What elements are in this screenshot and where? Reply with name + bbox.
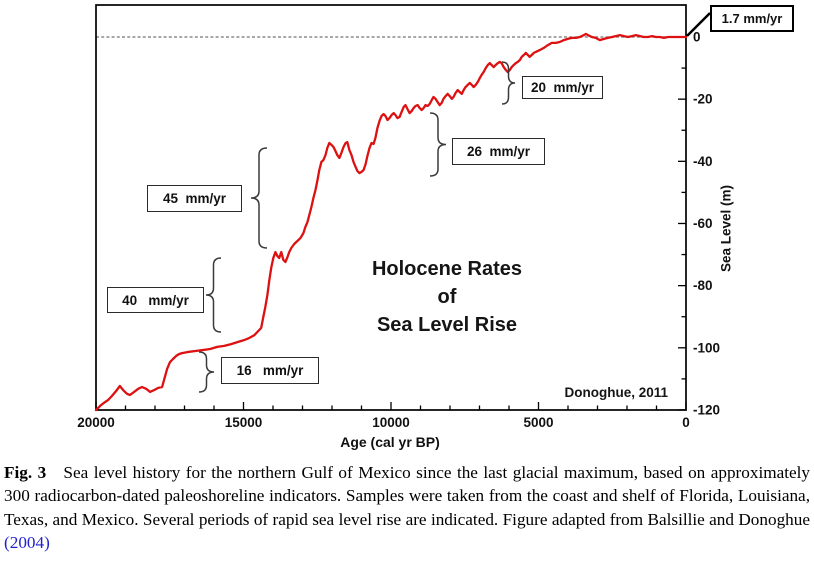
x-tick-label: 20000 [77, 415, 115, 430]
plot-title-line-2: of [437, 286, 457, 308]
plot-title-line-1: Holocene Rates [371, 258, 523, 280]
y-tick-label: -20 [693, 92, 713, 107]
y-tick-label: -80 [693, 278, 713, 293]
figure-caption: Fig. 3 Sea level history for the norther… [4, 461, 810, 555]
y-tick-label: -60 [693, 216, 713, 231]
sea-level-chart: 20000 15000 10000 5000 0 0 -20 -40 -60 -80 -100 -12… [77, 4, 794, 450]
plot-border [95, 4, 687, 411]
rate-box-modern: 1.7 mm/yr [710, 5, 794, 32]
y-tick-label: -120 [693, 402, 720, 417]
caption-text: Sea level history for the northern Gulf … [4, 463, 810, 529]
figure-label: Fig. 3 [4, 463, 47, 482]
x-tick-label: 0 [682, 415, 690, 430]
plot-title: Holocene Rates of Sea Level Rise [327, 255, 567, 339]
citation-link-2004[interactable]: (2004) [4, 533, 50, 553]
x-tick-label: 5000 [523, 415, 553, 430]
y-tick-label: 0 [693, 30, 701, 45]
brace [429, 112, 447, 177]
caption-gap [46, 463, 63, 482]
brace [205, 257, 222, 333]
rate-box-20mm: 20 mm/yr [522, 76, 603, 99]
y-axis-title: Sea Level (m) [718, 184, 734, 272]
x-tick-label: 15000 [225, 415, 263, 430]
brace [198, 351, 215, 393]
y-tick-label: -40 [693, 154, 713, 169]
chart-canvas: 20000 15000 10000 5000 0 0 -20 -40 -60 -80 -100 -12… [77, 4, 720, 430]
x-axis-title: Age (cal yr BP) [340, 434, 440, 450]
modern-rate-leader [686, 12, 711, 37]
rate-box-16mm: 16 mm/yr [221, 357, 319, 384]
rate-box-40mm: 40 mm/yr [107, 287, 204, 313]
rate-box-26mm: 26 mm/yr [452, 138, 545, 165]
credit-text: Donoghue, 2011 [564, 385, 668, 400]
x-tick-label: 10000 [372, 415, 410, 430]
brace [250, 147, 268, 249]
rate-box-45mm: 45 mm/yr [147, 185, 242, 212]
brace [501, 61, 516, 105]
plot-title-line-3: Sea Level Rise [376, 314, 518, 336]
y-tick-label: -100 [693, 340, 720, 355]
sea-level-curve [94, 32, 688, 412]
